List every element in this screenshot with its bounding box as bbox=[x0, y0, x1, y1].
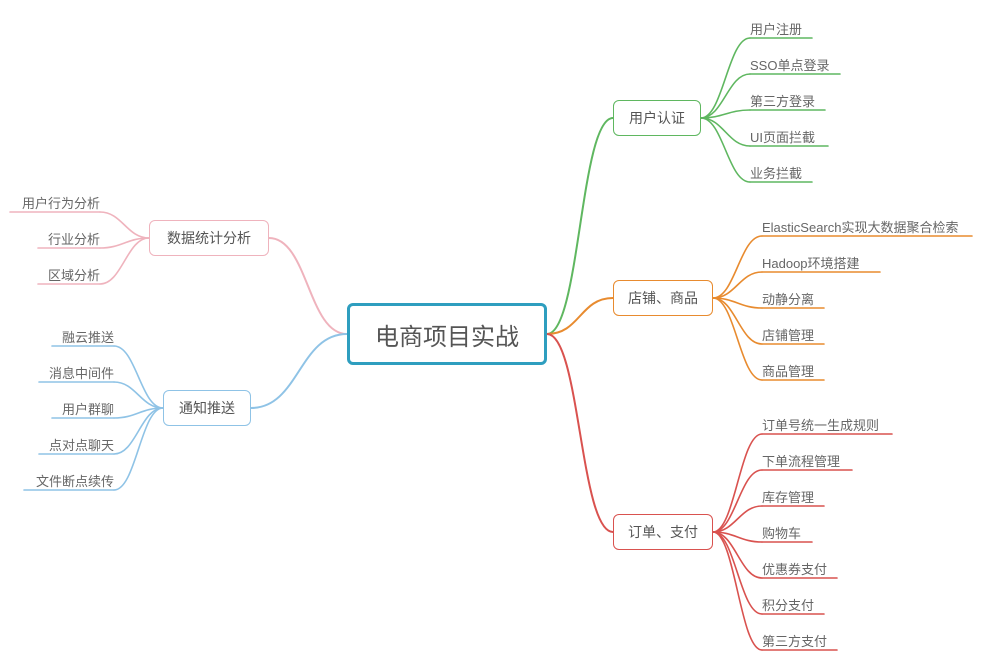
leaf-node: 订单号统一生成规则 bbox=[762, 414, 892, 434]
leaf-node: 用户行为分析 bbox=[10, 192, 100, 212]
leaf-node: 商品管理 bbox=[762, 360, 824, 380]
leaf-node: 下单流程管理 bbox=[762, 450, 852, 470]
leaf-node: 区域分析 bbox=[38, 264, 100, 284]
leaf-node: 优惠券支付 bbox=[762, 558, 837, 578]
leaf-node: 用户群聊 bbox=[52, 398, 114, 418]
leaf-node: 文件断点续传 bbox=[24, 470, 114, 490]
leaf-node: 融云推送 bbox=[52, 326, 114, 346]
branch-node-notify-push: 通知推送 bbox=[163, 390, 251, 426]
center-node: 电商项目实战 bbox=[347, 303, 547, 365]
leaf-node: 行业分析 bbox=[38, 228, 100, 248]
leaf-node: 购物车 bbox=[762, 522, 812, 542]
leaf-node: 积分支付 bbox=[762, 594, 824, 614]
leaf-node: 第三方登录 bbox=[750, 90, 825, 110]
leaf-node: 店铺管理 bbox=[762, 324, 824, 344]
branch-node-shop-product: 店铺、商品 bbox=[613, 280, 713, 316]
leaf-node: 第三方支付 bbox=[762, 630, 837, 650]
leaf-node: 点对点聊天 bbox=[39, 434, 114, 454]
branch-node-order-pay: 订单、支付 bbox=[613, 514, 713, 550]
leaf-node: 用户注册 bbox=[750, 18, 812, 38]
leaf-node: 业务拦截 bbox=[750, 162, 812, 182]
leaf-node: Hadoop环境搭建 bbox=[762, 252, 880, 272]
leaf-node: 库存管理 bbox=[762, 486, 824, 506]
leaf-node: 动静分离 bbox=[762, 288, 824, 308]
leaf-node: ElasticSearch实现大数据聚合检索 bbox=[762, 216, 972, 236]
leaf-node: UI页面拦截 bbox=[750, 126, 828, 146]
branch-node-user-auth: 用户认证 bbox=[613, 100, 701, 136]
branch-node-data-analytics: 数据统计分析 bbox=[149, 220, 269, 256]
leaf-node: SSO单点登录 bbox=[750, 54, 840, 74]
leaf-node: 消息中间件 bbox=[39, 362, 114, 382]
